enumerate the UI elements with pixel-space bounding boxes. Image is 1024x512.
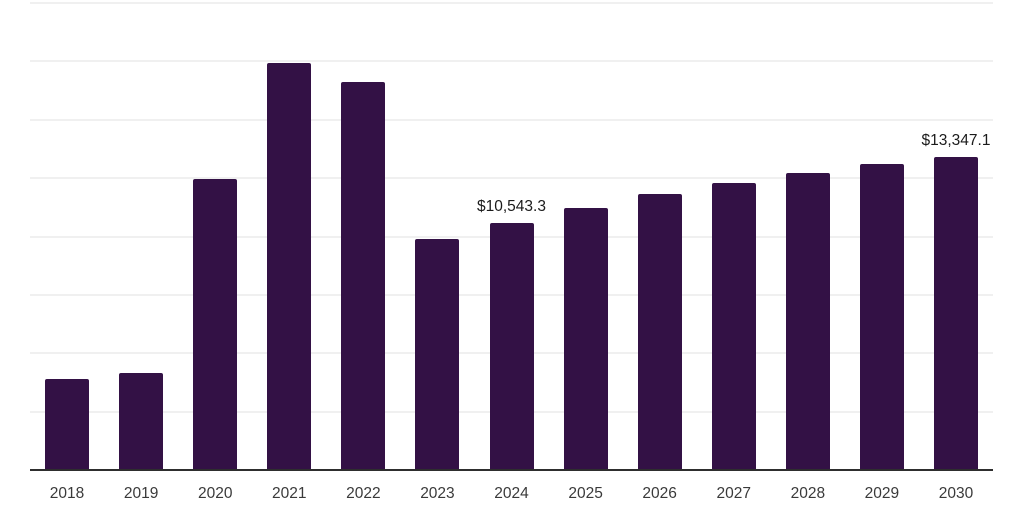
bar-column-2018 xyxy=(30,2,104,469)
x-tick-label-2024: 2024 xyxy=(494,485,529,502)
x-tick-label-2028: 2028 xyxy=(790,485,826,502)
bar-column-2030: $13,347.1 xyxy=(919,2,993,469)
bar-2028 xyxy=(785,172,830,469)
bar-2029 xyxy=(859,164,904,469)
bar-2027 xyxy=(711,182,756,469)
x-tick-label-2025: 2025 xyxy=(568,485,603,502)
x-axis-line xyxy=(30,469,993,471)
gridline xyxy=(30,60,993,63)
bar-column-2027 xyxy=(697,2,771,469)
x-tick-label-2029: 2029 xyxy=(864,485,900,502)
bar-2022 xyxy=(341,82,386,469)
bar-column-2019 xyxy=(104,2,178,469)
bar-column-2024: $10,543.3 xyxy=(474,2,548,469)
x-tick-label-2021: 2021 xyxy=(272,485,307,502)
bar-2030 xyxy=(933,157,978,469)
plot-area: $10,543.3 $13,347.1 xyxy=(30,2,993,469)
bar-column-2020 xyxy=(178,2,252,469)
x-tick-label-2026: 2026 xyxy=(642,485,677,502)
bar-2020 xyxy=(193,179,238,469)
x-axis-labels: 2018 2019 2020 2021 2022 2023 2024 2025 2026 2027… xyxy=(30,484,993,503)
bar-2024 xyxy=(489,222,534,469)
bar-value-label-2024: $10,543.3 xyxy=(477,197,546,215)
bar-column-2025 xyxy=(549,2,623,469)
bar-2026 xyxy=(637,193,682,469)
bar-value-label-2030: $13,347.1 xyxy=(921,132,991,150)
gridline xyxy=(30,118,993,121)
bar-column-2022 xyxy=(326,2,400,469)
x-tick-label-2022: 2022 xyxy=(346,485,381,502)
x-tick-label-2023: 2023 xyxy=(420,485,455,502)
x-tick-label-2030: 2030 xyxy=(938,485,974,502)
bar-column-2029 xyxy=(845,2,919,469)
bar-2021 xyxy=(267,62,312,469)
bar-2025 xyxy=(563,207,608,469)
x-tick-label-2019: 2019 xyxy=(123,485,159,502)
x-tick-label-2018: 2018 xyxy=(49,485,85,502)
x-tick-label-2027: 2027 xyxy=(716,485,751,502)
gridline xyxy=(30,177,993,180)
gridline xyxy=(30,2,993,4)
x-tick-label-2020: 2020 xyxy=(197,485,233,502)
bars-row: $10,543.3 $13,347.1 xyxy=(30,2,993,469)
bar-column-2026 xyxy=(623,2,697,469)
bar-2018 xyxy=(45,379,90,469)
bar-2019 xyxy=(119,373,164,469)
bar-column-2021 xyxy=(252,2,326,469)
bar-column-2023 xyxy=(400,2,474,469)
bar-column-2028 xyxy=(771,2,845,469)
bar-2023 xyxy=(415,239,460,469)
